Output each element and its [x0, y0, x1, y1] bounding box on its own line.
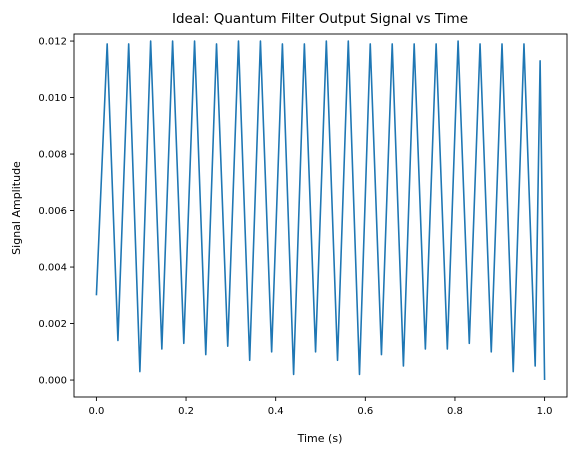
y-tick-label: 0.010	[38, 93, 67, 104]
x-axis-ticks: 0.0 0.2 0.4 0.6 0.8 1.0	[88, 397, 553, 417]
x-tick-label: 0.6	[357, 406, 373, 417]
plot-area	[73, 33, 568, 398]
x-tick-label: 0.8	[447, 406, 463, 417]
x-tick-label: 0.0	[88, 406, 104, 417]
y-axis-label: Signal Amplitude	[10, 161, 23, 255]
x-tick-label: 1.0	[537, 406, 553, 417]
y-tick-label: 0.000	[38, 376, 67, 387]
y-tick-label: 0.002	[38, 319, 67, 330]
y-tick-label: 0.012	[38, 37, 67, 48]
axes-frame	[73, 33, 568, 398]
y-tick-label: 0.004	[38, 263, 67, 274]
x-tick-label: 0.2	[178, 406, 194, 417]
x-tick-label: 0.4	[268, 406, 284, 417]
y-tick-label: 0.006	[38, 206, 67, 217]
y-axis-ticks: 0.000 0.002 0.004 0.006 0.008 0.010 0.012	[38, 37, 74, 387]
chart-title: Ideal: Quantum Filter Output Signal vs T…	[172, 11, 468, 27]
signal-series-line	[95, 40, 546, 381]
y-tick-label: 0.008	[38, 150, 67, 161]
x-axis-label: Time (s)	[297, 432, 343, 445]
